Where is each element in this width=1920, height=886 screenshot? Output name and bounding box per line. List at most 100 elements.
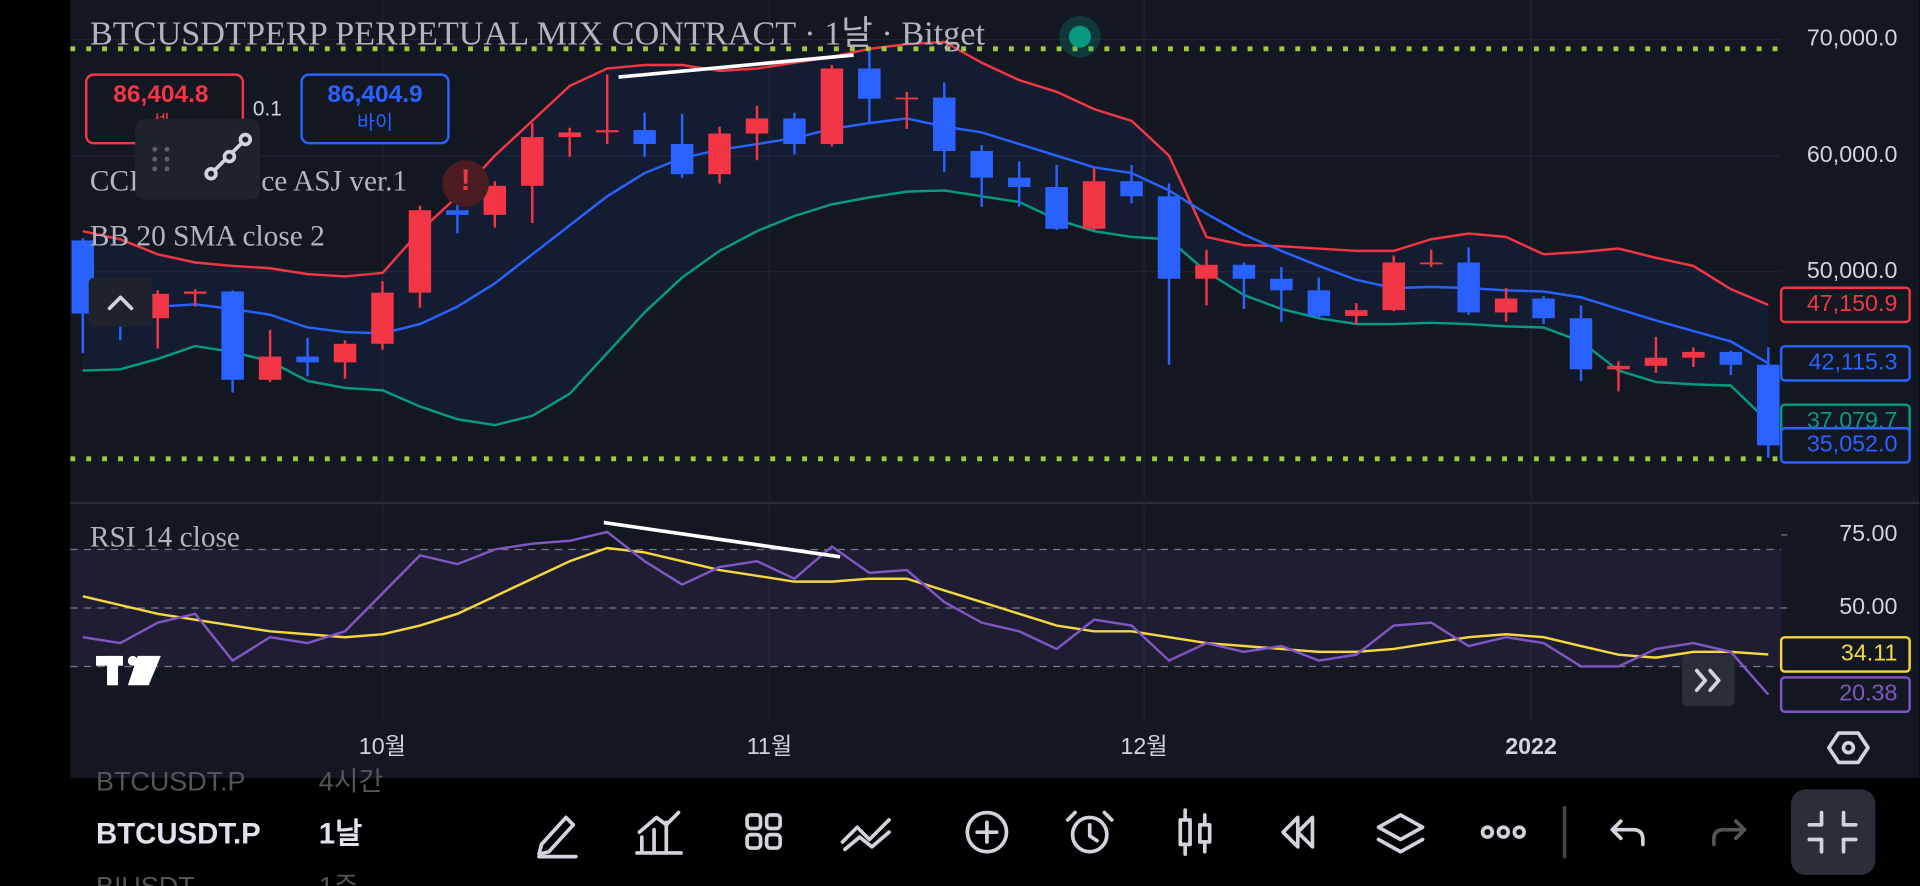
candle-body [1644,357,1668,366]
indicator-label: BB 20 SMA close 2 [90,220,325,252]
candle-body [71,240,95,314]
rsi-tick-label: 75.00 [1839,520,1897,546]
candle-body [1270,278,1293,291]
candle-body [521,137,544,186]
x-tick-label: 12월 [1120,733,1167,759]
candle-body [895,97,919,100]
candle-body [333,343,357,363]
quantity: 0.1 [253,98,282,121]
candle-body [1719,351,1743,365]
candle-body [1757,364,1780,446]
add-icon[interactable] [965,810,1009,854]
fullscreen-button[interactable] [1790,789,1876,875]
interval[interactable]: 4시간 [319,766,383,796]
settings-dot [1841,740,1856,755]
layout-icon[interactable] [745,813,782,850]
chevron [1694,668,1708,693]
drawing-toolbar[interactable] [135,118,261,200]
undo-icon[interactable] [1610,819,1645,847]
candle-body [258,356,282,380]
price-tag-label: 42,115.3 [1809,348,1898,374]
candle-body [1569,318,1593,370]
symbol[interactable]: BTCUSDT.P [96,766,246,796]
candle-body [970,150,993,178]
buy-box [300,73,450,145]
candle-body [1007,177,1031,187]
band-fill [82,41,1769,426]
candle-body [595,130,619,133]
candle-body [820,68,844,145]
more-icon[interactable] [1480,825,1526,839]
alert-tool-icon[interactable] [1065,810,1114,854]
redo-icon[interactable] [1711,819,1747,847]
settings-icon[interactable] [1827,731,1870,765]
candle-body [408,210,432,293]
interval[interactable]: 1날 [319,818,362,851]
compare-icon[interactable] [840,818,891,852]
alert-icon[interactable] [442,160,489,207]
toolbar-box [135,118,261,200]
buy-price: 86,404.9 [327,81,422,108]
bottom-toolbar [537,805,1747,859]
indicators-icon[interactable] [635,810,683,855]
collapse-box [88,277,153,327]
replay-icon[interactable] [1281,815,1315,849]
tv-logo [96,655,161,686]
candle-body [1494,298,1518,313]
interval[interactable]: 1주 [319,872,359,886]
indicator-label: ce ASJ ver.1 [261,165,407,197]
candle-body [1307,290,1331,316]
candle-body [1682,351,1705,358]
drag-handle [152,146,170,172]
collapse-button[interactable] [88,277,153,327]
y-tick-label: 70,000.0 [1807,25,1898,51]
candle-body [933,97,956,151]
buy-button[interactable]: 86,404.9 바이 [300,73,450,145]
price-tag-label: 34.11 [1841,640,1897,666]
chevron [1708,668,1721,693]
y-tick-label: 60,000.0 [1807,141,1898,167]
rsi-tick-label: 50.00 [1839,593,1897,619]
rsi-label: RSI 14 close [90,521,240,553]
price-tag [1779,636,1911,673]
x-tick-label: 11월 [747,733,793,759]
candle-body [1045,186,1068,229]
candle-body [1232,264,1256,279]
status-dot[interactable] [1068,25,1091,48]
x-tick-label: 2022 [1505,733,1557,759]
y-tick-label: 50,000.0 [1807,257,1898,283]
price-tag-label: 47,150.9 [1807,290,1898,316]
symbol[interactable]: BIUSDT [96,872,195,886]
candle-type-icon[interactable] [1178,808,1212,857]
buy-label: 바이 [357,112,393,134]
price-tag [1779,427,1911,464]
layers-icon[interactable] [1376,813,1425,854]
candle-body [1157,196,1181,279]
candle-body [371,292,394,344]
candle-body [1082,181,1106,229]
candle-body [708,133,731,175]
exit-fullscreen-icon [1807,810,1858,854]
draw-icon[interactable] [537,815,578,859]
scroll-right-button[interactable] [1682,654,1735,707]
candle-body [1345,310,1368,316]
candle-body [858,68,881,99]
price-tag-label: 20.38 [1839,680,1897,706]
rsi-line [82,530,1770,696]
candle-body [446,210,469,215]
chevron-up [107,295,134,311]
candle-body [183,291,207,294]
fullscreen-box [1790,789,1876,875]
candle-body [633,130,656,145]
candle-body [221,291,244,380]
candle-body [1382,262,1405,311]
symbol[interactable]: BTCUSDT.P [96,818,261,851]
alert-mark: ! [461,164,471,197]
candle-body [1607,365,1630,370]
candle-body [483,185,507,215]
plot: 70,000.0 60,000.0 50,000.0 10월 11월 12월 2022 75.… [70,0,1897,759]
sell-price: 86,404.8 [113,81,208,108]
bottom-bar [0,778,1920,886]
